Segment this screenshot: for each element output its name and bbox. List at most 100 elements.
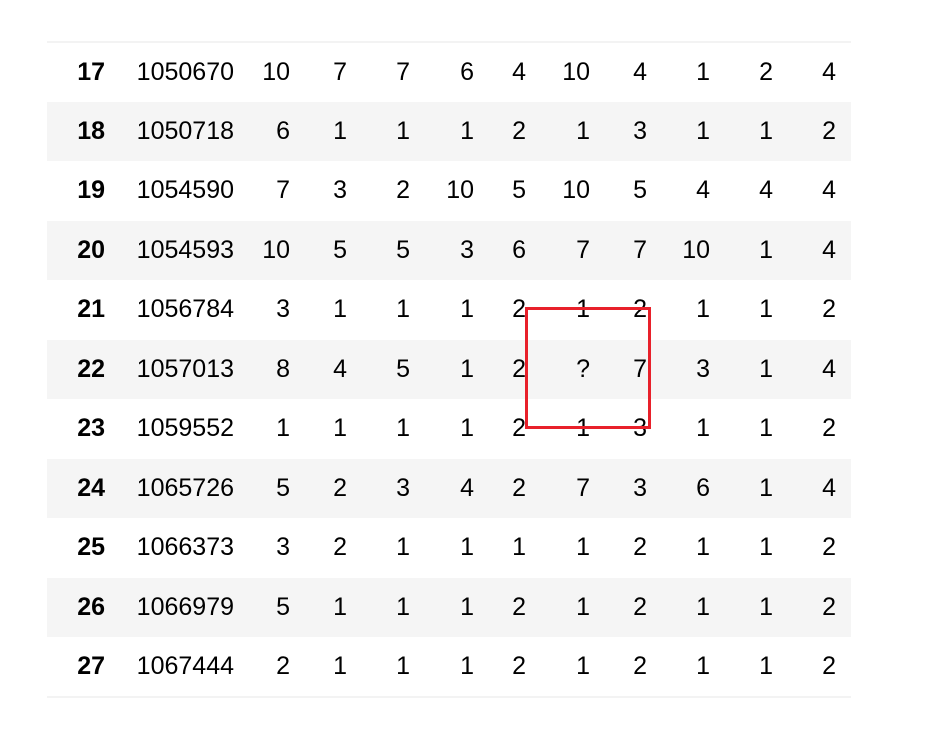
row-index: 19 (77, 176, 105, 205)
table-cell: 2 (512, 651, 526, 680)
table-cell: 3 (333, 176, 347, 205)
table-cell: 4 (633, 57, 647, 86)
table-cell: 1 (333, 592, 347, 621)
table-cell: 1 (396, 414, 410, 443)
table-cell: 7 (633, 235, 647, 264)
table-cell: 1 (759, 116, 773, 145)
table-cell: 7 (333, 57, 347, 86)
dataframe-table: 17 1050670 10 7 7 6 4 10 4 1 2 4 18 1050718 6 1 1 1 2 1 3 1 1 2… (47, 41, 851, 698)
table-cell: 4 (822, 57, 836, 86)
table-cell: 2 (512, 116, 526, 145)
table-cell: 4 (512, 57, 526, 86)
row-index: 25 (77, 533, 105, 562)
table-cell: 1 (333, 295, 347, 324)
table-cell: 1 (460, 116, 474, 145)
table-cell: 10 (262, 57, 290, 86)
table-cell: 1 (460, 354, 474, 383)
table-cell: 2 (633, 592, 647, 621)
id-cell: 1066979 (136, 592, 234, 621)
table-cell: 1 (276, 414, 290, 443)
table-cell: 2 (512, 414, 526, 443)
table-cell: 7 (276, 176, 290, 205)
table-cell: 2 (759, 57, 773, 86)
table-cell: 7 (396, 57, 410, 86)
table-cell: 1 (696, 533, 710, 562)
table-cell: 2 (512, 295, 526, 324)
id-cell: 1056784 (136, 295, 234, 324)
table-cell: 2 (512, 592, 526, 621)
table-cell: 3 (633, 116, 647, 145)
table-cell: 1 (696, 414, 710, 443)
table-cell: 4 (333, 354, 347, 383)
table-cell: 10 (682, 235, 710, 264)
row-index: 21 (77, 295, 105, 324)
table-cell: 1 (460, 592, 474, 621)
table-cell: 3 (396, 473, 410, 502)
table-cell: 5 (633, 176, 647, 205)
table-cell: 10 (262, 235, 290, 264)
table-body: 17 1050670 10 7 7 6 4 10 4 1 2 4 18 1050718 6 1 1 1 2 1 3 1 1 2… (47, 42, 851, 697)
table-cell: 1 (333, 651, 347, 680)
table-cell: 10 (562, 57, 590, 86)
table-row: 25 1066373 3 2 1 1 1 1 2 1 1 2 (47, 518, 851, 578)
table-cell: 6 (276, 116, 290, 145)
table-cell: 1 (396, 592, 410, 621)
row-index: 24 (77, 473, 105, 502)
table-cell: 5 (333, 235, 347, 264)
table-row: 21 1056784 3 1 1 1 2 1 2 1 1 2 (47, 280, 851, 340)
table-cell: 2 (333, 473, 347, 502)
table-cell: 2 (633, 533, 647, 562)
table-cell: 1 (576, 533, 590, 562)
table-cell: 5 (276, 473, 290, 502)
table-cell: 1 (460, 533, 474, 562)
table-cell: 7 (576, 235, 590, 264)
table-cell: 6 (460, 57, 474, 86)
table-cell: 3 (276, 533, 290, 562)
table-cell: 2 (276, 651, 290, 680)
table-cell: 4 (822, 176, 836, 205)
table-cell: 2 (822, 414, 836, 443)
table-cell: 6 (512, 235, 526, 264)
table-cell: 5 (276, 592, 290, 621)
table-cell: 4 (696, 176, 710, 205)
table-cell: 4 (822, 473, 836, 502)
row-index: 26 (77, 592, 105, 621)
table-cell: 1 (576, 592, 590, 621)
table-row: 18 1050718 6 1 1 1 2 1 3 1 1 2 (47, 101, 851, 161)
table-row: 20 1054593 10 5 5 3 6 7 7 10 1 4 (47, 220, 851, 280)
table-row: 23 1059552 1 1 1 1 2 1 3 1 1 2 (47, 399, 851, 459)
table-cell: 1 (759, 235, 773, 264)
table-row: 24 1065726 5 2 3 4 2 7 3 6 1 4 (47, 458, 851, 518)
table-cell: 3 (633, 473, 647, 502)
table-cell: 1 (759, 473, 773, 502)
row-index: 20 (77, 235, 105, 264)
table-row: 19 1054590 7 3 2 10 5 10 5 4 4 4 (47, 161, 851, 221)
table-cell: 1 (759, 592, 773, 621)
table-cell: 10 (562, 176, 590, 205)
table-cell: 1 (696, 116, 710, 145)
table-cell: 1 (460, 414, 474, 443)
table-cell: 3 (633, 414, 647, 443)
table-cell: 2 (396, 176, 410, 205)
id-cell: 1054593 (136, 235, 234, 264)
table-cell: 1 (396, 533, 410, 562)
table-cell: 1 (333, 116, 347, 145)
table-cell: 2 (822, 295, 836, 324)
table-cell: 7 (633, 354, 647, 383)
table-cell: 1 (512, 533, 526, 562)
table-cell: 5 (396, 354, 410, 383)
table-row: 26 1066979 5 1 1 1 2 1 2 1 1 2 (47, 577, 851, 637)
table-cell: 3 (696, 354, 710, 383)
row-index: 23 (77, 414, 105, 443)
table-cell: 4 (822, 235, 836, 264)
id-cell: 1057013 (136, 354, 234, 383)
table-cell: 2 (822, 533, 836, 562)
table-cell: 1 (576, 295, 590, 324)
table-cell: 1 (759, 651, 773, 680)
table-cell: 1 (759, 295, 773, 324)
table-cell: 4 (822, 354, 836, 383)
table-cell: 1 (696, 592, 710, 621)
table-cell: 2 (822, 592, 836, 621)
table-cell: 1 (759, 533, 773, 562)
row-index: 27 (77, 651, 105, 680)
